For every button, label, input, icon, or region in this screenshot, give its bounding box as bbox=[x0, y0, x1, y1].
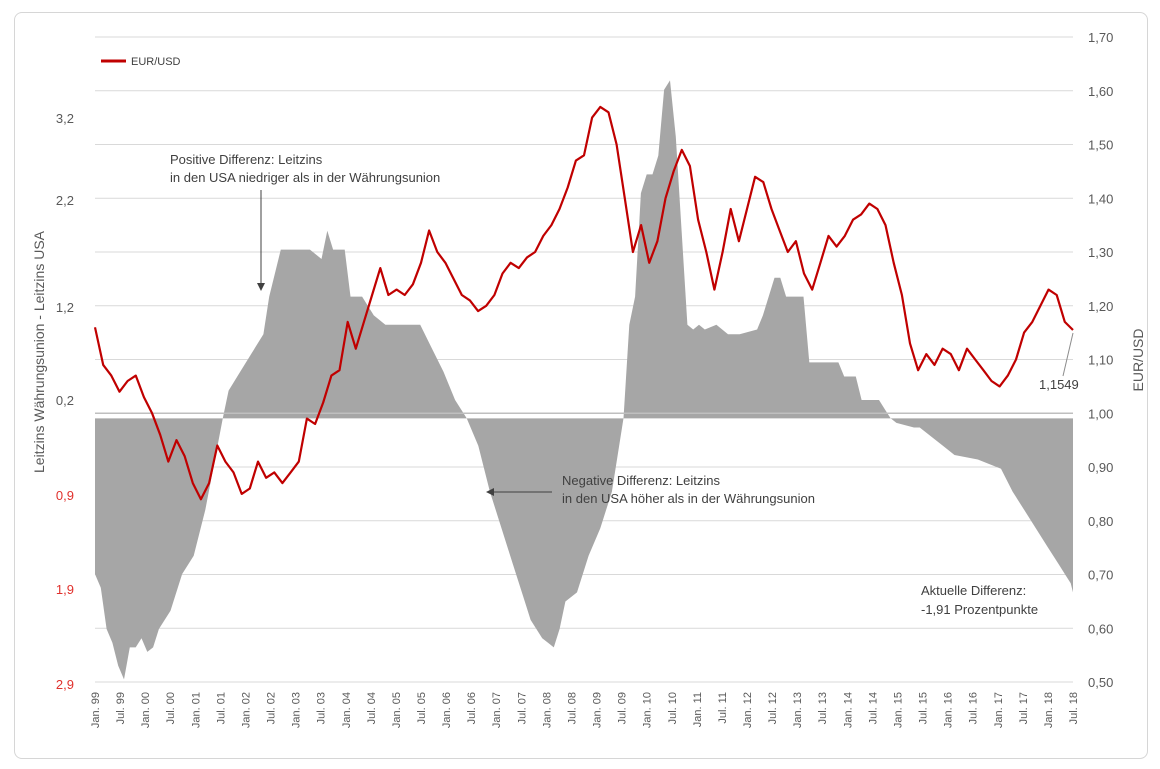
left-tick-label: 0,2 bbox=[56, 393, 74, 408]
left-axis-ticks: 3,2 2,2 1,2 0,2 0,9 1,9 2,9 bbox=[56, 111, 74, 692]
x-tick-label: Jul. 12 bbox=[767, 692, 779, 724]
x-tick-label: Jul. 09 bbox=[617, 692, 629, 724]
annotation-current: Aktuelle Differenz: -1,91 Prozentpunkte bbox=[921, 583, 1038, 617]
chart-frame bbox=[14, 12, 1148, 759]
annotation-last-value-label: 1,1549 bbox=[1039, 377, 1079, 392]
x-tick-label: Jan. 13 bbox=[792, 692, 804, 728]
x-tick-label: Jan. 14 bbox=[842, 692, 854, 728]
left-tick-label: 1,9 bbox=[56, 582, 74, 597]
x-tick-label: Jul. 10 bbox=[667, 692, 679, 724]
annotation-negative-line1: Negative Differenz: Leitzins bbox=[562, 473, 721, 488]
x-tick-label: Jul. 08 bbox=[566, 692, 578, 724]
annotation-positive-line1: Positive Differenz: Leitzins bbox=[170, 152, 323, 167]
annotation-last-value: 1,1549 bbox=[1039, 332, 1079, 392]
right-axis-ticks: 0,50 0,60 0,70 0,80 0,90 1,00 1,10 1,20 1,30 1,40… bbox=[1088, 30, 1113, 690]
annotation-current-line2: -1,91 Prozentpunkte bbox=[921, 602, 1038, 617]
right-tick-label: 1,40 bbox=[1088, 191, 1113, 206]
x-tick-label: Jan. 15 bbox=[892, 692, 904, 728]
x-tick-label: Jul. 99 bbox=[115, 692, 127, 724]
annotation-current-line1: Aktuelle Differenz: bbox=[921, 583, 1026, 598]
right-tick-label: 1,30 bbox=[1088, 245, 1113, 260]
right-tick-label: 1,50 bbox=[1088, 138, 1113, 153]
x-tick-label: Jul. 14 bbox=[867, 692, 879, 724]
x-tick-label: Jul. 11 bbox=[717, 692, 729, 724]
left-tick-label: 1,2 bbox=[56, 300, 74, 315]
x-tick-label: Jul. 16 bbox=[968, 692, 980, 724]
annotation-last-value-leader bbox=[1062, 332, 1074, 377]
right-tick-label: 0,50 bbox=[1088, 675, 1113, 690]
right-tick-label: 0,70 bbox=[1088, 568, 1113, 583]
x-tick-label: Jan. 09 bbox=[592, 692, 604, 728]
left-tick-label: 3,2 bbox=[56, 111, 74, 126]
annotation-positive: Positive Differenz: Leitzins in den USA … bbox=[170, 152, 440, 291]
x-tick-label: Jan. 99 bbox=[90, 692, 102, 728]
x-tick-label: Jan. 00 bbox=[140, 692, 152, 728]
x-tick-label: Jul. 07 bbox=[516, 692, 528, 724]
x-tick-label: Jul. 02 bbox=[266, 692, 278, 724]
annotation-positive-arrowhead bbox=[257, 283, 265, 291]
x-tick-label: Jul. 05 bbox=[416, 692, 428, 724]
right-tick-label: 1,00 bbox=[1088, 406, 1113, 421]
x-tick-label: Jul. 17 bbox=[1018, 692, 1030, 724]
x-tick-label: Jul. 15 bbox=[918, 692, 930, 724]
x-tick-label: Jul. 13 bbox=[817, 692, 829, 724]
x-tick-label: Jul. 18 bbox=[1068, 692, 1080, 724]
annotation-negative-arrowhead bbox=[486, 488, 494, 496]
x-tick-label: Jan. 03 bbox=[291, 692, 303, 728]
x-tick-label: Jan. 01 bbox=[190, 692, 202, 728]
x-tick-label: Jan. 07 bbox=[491, 692, 503, 728]
right-tick-label: 1,20 bbox=[1088, 299, 1113, 314]
right-tick-label: 1,60 bbox=[1088, 84, 1113, 99]
left-tick-label: 2,9 bbox=[56, 677, 74, 692]
x-tick-label: Jul. 00 bbox=[165, 692, 177, 724]
annotation-positive-line2: in den USA niedriger als in der Währungs… bbox=[170, 170, 440, 185]
x-tick-label: Jul. 03 bbox=[316, 692, 328, 724]
x-tick-label: Jan. 18 bbox=[1043, 692, 1055, 728]
right-tick-label: 0,90 bbox=[1088, 460, 1113, 475]
x-tick-label: Jan. 16 bbox=[943, 692, 955, 728]
difference-area bbox=[95, 80, 1073, 680]
x-tick-label: Jan. 12 bbox=[742, 692, 754, 728]
x-tick-label: Jan. 10 bbox=[642, 692, 654, 728]
x-tick-label: Jan. 08 bbox=[541, 692, 553, 728]
right-tick-label: 0,60 bbox=[1088, 621, 1113, 636]
x-tick-label: Jul. 04 bbox=[366, 692, 378, 724]
annotation-negative: Negative Differenz: Leitzins in den USA … bbox=[486, 473, 815, 506]
right-tick-label: 1,10 bbox=[1088, 353, 1113, 368]
left-tick-label: 2,2 bbox=[56, 193, 74, 208]
grid bbox=[95, 36, 1073, 683]
x-tick-label: Jan. 04 bbox=[341, 692, 353, 728]
eurusd-line bbox=[93, 105, 1074, 501]
x-tick-label: Jan. 17 bbox=[993, 692, 1005, 728]
x-axis-ticks: Jan. 99 Jul. 99 Jan. 00 Jul. 00 Jan. 01 Jul. … bbox=[90, 692, 1080, 728]
legend-label: EUR/USD bbox=[131, 56, 181, 68]
right-tick-label: 0,80 bbox=[1088, 514, 1113, 529]
x-tick-label: Jul. 01 bbox=[215, 692, 227, 724]
legend: EUR/USD bbox=[101, 56, 181, 68]
x-tick-label: Jan. 02 bbox=[240, 692, 252, 728]
difference-area-shape bbox=[95, 80, 1073, 680]
annotation-negative-line2: in den USA höher als in der Währungsunio… bbox=[562, 491, 815, 506]
x-tick-label: Jul. 06 bbox=[466, 692, 478, 724]
eurusd-line-path bbox=[93, 105, 1074, 501]
x-tick-label: Jan. 06 bbox=[441, 692, 453, 728]
right-tick-label: 1,70 bbox=[1088, 30, 1113, 45]
x-tick-label: Jan. 05 bbox=[391, 692, 403, 728]
left-axis-title: Leitzins Währungsunion - Leitzins USA bbox=[31, 230, 47, 473]
right-axis-title: EUR/USD bbox=[1130, 328, 1146, 391]
x-tick-label: Jan. 11 bbox=[692, 692, 704, 727]
left-tick-label: 0,9 bbox=[56, 488, 74, 503]
